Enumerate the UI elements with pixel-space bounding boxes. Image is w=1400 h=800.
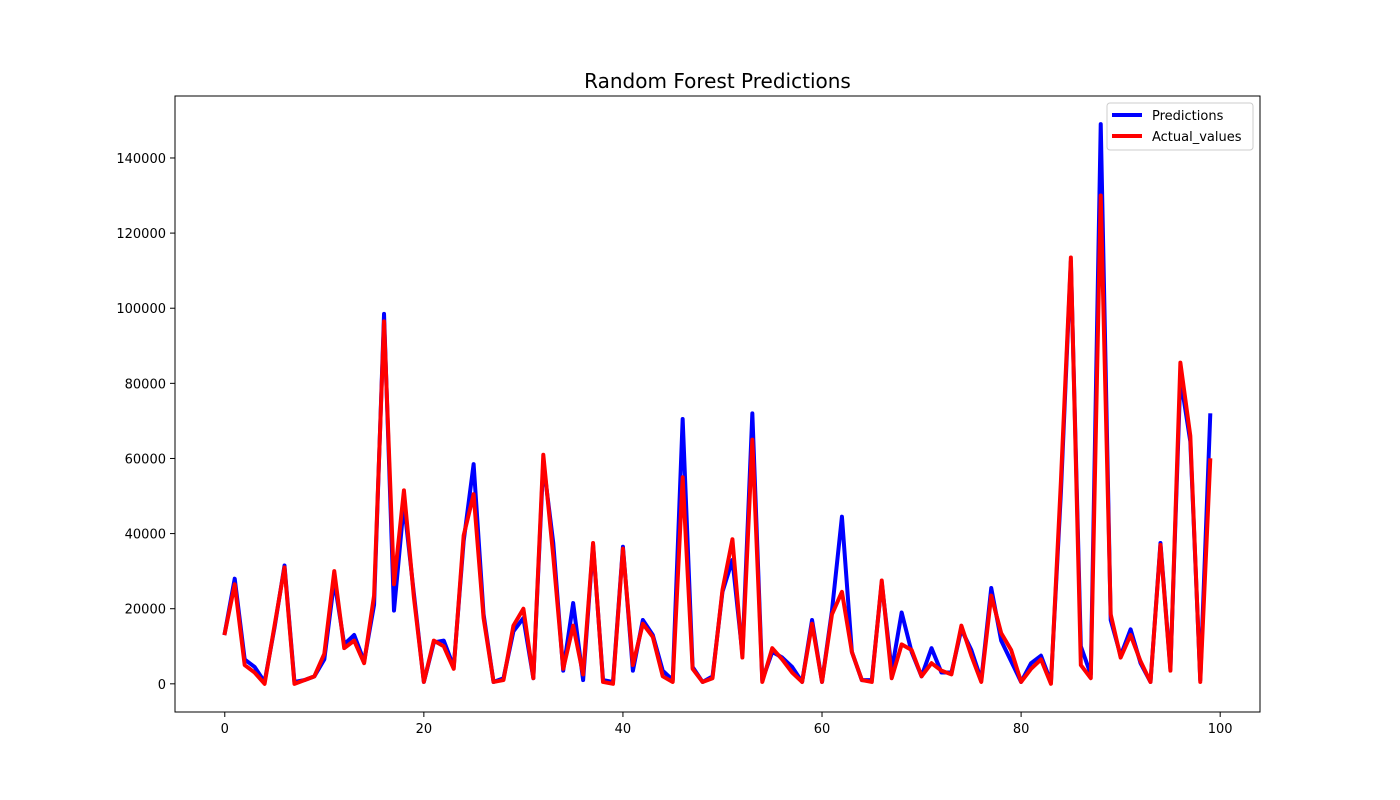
series-line-actual-values bbox=[222, 193, 1213, 686]
x-tick-label: 40 bbox=[615, 722, 632, 737]
legend-box bbox=[1106, 102, 1254, 151]
y-tick-label: 40000 bbox=[125, 528, 166, 543]
axes: 0 20 40 60 80 100 0 20000 40000 60000 80000 100000 1… bbox=[116, 95, 1261, 737]
y-tick-label: 100000 bbox=[116, 302, 166, 317]
x-tick-label: 20 bbox=[416, 722, 433, 737]
y-tick-label: 20000 bbox=[125, 603, 166, 618]
series-lines bbox=[222, 122, 1213, 686]
y-tick-label: 80000 bbox=[125, 377, 166, 392]
y-tick-label: 120000 bbox=[116, 227, 166, 242]
y-tick-label: 60000 bbox=[125, 452, 166, 467]
x-tick-label: 60 bbox=[814, 722, 831, 737]
y-tick-label: 140000 bbox=[116, 152, 166, 167]
x-tick-label: 0 bbox=[221, 722, 229, 737]
legend-label-predictions: Predictions bbox=[1152, 109, 1224, 124]
chart-title: Random Forest Predictions bbox=[584, 69, 851, 93]
x-tick-label: 100 bbox=[1208, 722, 1233, 737]
x-tick-label: 80 bbox=[1013, 722, 1030, 737]
y-tick-label: 0 bbox=[158, 678, 166, 693]
legend: Predictions Actual_values bbox=[1106, 102, 1254, 151]
legend-label-actual-values: Actual_values bbox=[1152, 130, 1242, 145]
plot-frame bbox=[174, 95, 1261, 713]
